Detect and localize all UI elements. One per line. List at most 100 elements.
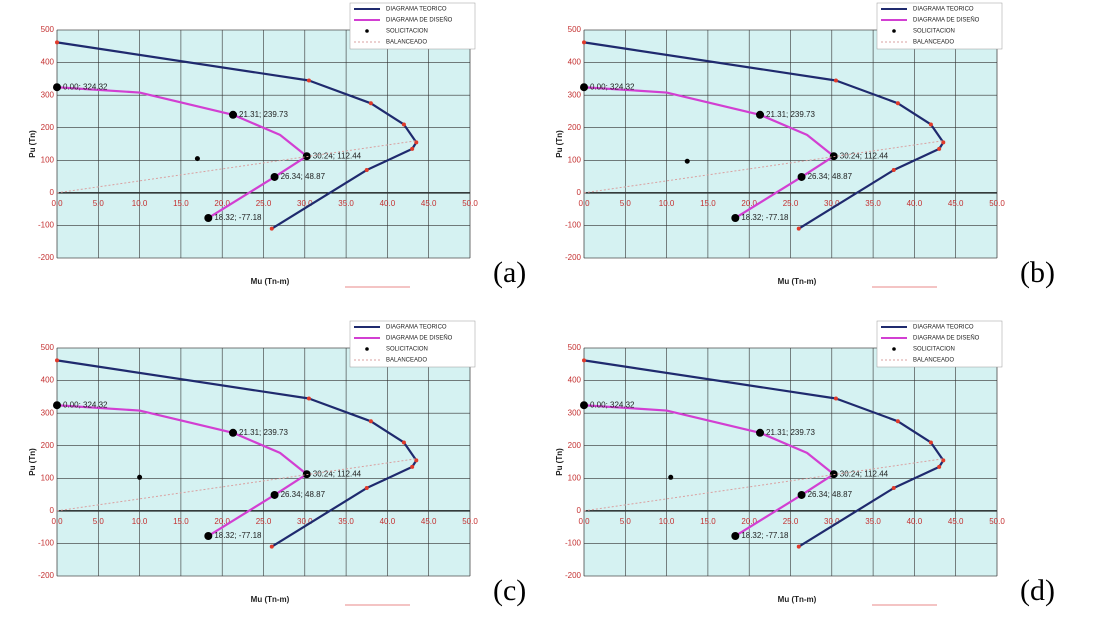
legend-label: BALANCEADO [386, 358, 427, 364]
y-tick-label: -200 [565, 571, 582, 580]
series-line [56, 359, 418, 548]
y-tick-label: 200 [41, 123, 55, 132]
x-tick-label: 25.0 [256, 199, 272, 208]
y-tick-label: -100 [565, 221, 582, 230]
marker [368, 101, 373, 106]
series-line [56, 41, 418, 230]
data-label: 21.31; 239.73 [239, 110, 288, 119]
marker [756, 110, 765, 119]
panel-label: (c) [493, 574, 526, 607]
legend-label: BALANCEADO [386, 40, 427, 46]
x-tick-label: 0.0 [51, 199, 63, 208]
x-tick-label: 10.0 [132, 517, 148, 526]
y-tick-label: 500 [568, 25, 582, 34]
data-label: 18.32; -77.18 [741, 213, 789, 222]
marker [895, 419, 900, 424]
panel-label: (d) [1020, 574, 1055, 607]
legend-swatch [892, 347, 896, 351]
data-label: 18.32; -77.18 [214, 213, 262, 222]
marker [582, 40, 586, 45]
x-tick-label: 50.0 [462, 199, 478, 208]
x-tick-label: 20.0 [214, 199, 230, 208]
x-tick-label: 0.0 [51, 517, 63, 526]
y-tick-label: 100 [568, 155, 582, 164]
marker [269, 544, 274, 549]
data-label: 0.00; 324.32 [590, 400, 635, 409]
x-tick-label: 50.0 [462, 517, 478, 526]
legend-swatch [892, 29, 896, 33]
marker [204, 213, 213, 222]
x-tick-label: 10.0 [659, 517, 675, 526]
x-tick-label: 45.0 [948, 517, 964, 526]
y-tick-label: -100 [38, 539, 55, 548]
legend-label: DIAGRAMA TEORICO [386, 325, 447, 331]
legend-label: DIAGRAMA TEORICO [913, 325, 974, 331]
legend-label: SOLICITACION [913, 347, 955, 353]
data-label: 0.00; 324.32 [63, 400, 108, 409]
y-tick-label: 0 [50, 506, 55, 515]
x-tick-label: 15.0 [173, 199, 189, 208]
data-label: 21.31; 239.73 [766, 110, 815, 119]
series-line [56, 140, 417, 194]
marker [55, 358, 59, 363]
data-label: 21.31; 239.73 [239, 428, 288, 437]
x-tick-label: 45.0 [948, 199, 964, 208]
y-tick-label: 300 [568, 408, 582, 417]
point [684, 158, 690, 164]
legend-label: DIAGRAMA TEORICO [913, 7, 974, 13]
y-tick-label: 100 [41, 155, 55, 164]
marker [306, 396, 311, 401]
y-axis-title: Pu (Tn) [28, 130, 37, 158]
x-axis-title: Mu (Tn-m) [251, 277, 290, 286]
point [137, 474, 143, 480]
x-tick-label: 35.0 [338, 517, 354, 526]
data-label: 0.00; 324.32 [63, 82, 108, 91]
data-label: 30.24; 112.44 [313, 469, 362, 478]
marker [731, 531, 740, 540]
x-tick-label: 40.0 [380, 199, 396, 208]
x-tick-label: 25.0 [783, 199, 799, 208]
marker [833, 396, 838, 401]
x-tick-label: 25.0 [783, 517, 799, 526]
marker [55, 40, 59, 45]
marker [401, 122, 406, 127]
panel-label: (b) [1020, 256, 1055, 289]
legend-box [349, 320, 476, 368]
x-axis-title: Mu (Tn-m) [778, 277, 817, 286]
point [668, 474, 674, 480]
x-tick-label: 50.0 [989, 517, 1005, 526]
x-tick-label: 35.0 [865, 199, 881, 208]
series-line [583, 458, 944, 512]
chart-panel: -200 -100 0 100 200 300 400 500 0.0 5.0 10.0 15.0 20… [555, 320, 1055, 607]
y-tick-label: 400 [568, 376, 582, 385]
y-tick-label: -100 [565, 539, 582, 548]
y-tick-label: 300 [41, 408, 55, 417]
y-tick-label: 400 [41, 58, 55, 67]
chart-panel: -200 -100 0 100 200 300 400 500 0.0 5.0 10.0 15.0 20… [28, 2, 526, 289]
point [194, 156, 200, 162]
y-tick-label: 0 [50, 188, 55, 197]
marker [582, 358, 586, 363]
marker [401, 440, 406, 445]
marker [928, 440, 933, 445]
x-axis-title: Mu (Tn-m) [778, 595, 817, 604]
legend-label: DIAGRAMA DE DISEÑO [913, 335, 980, 342]
marker [891, 486, 896, 491]
y-axis-title: Pu (Tn) [555, 448, 564, 476]
marker [364, 486, 369, 491]
x-tick-label: 40.0 [907, 517, 923, 526]
y-axis-title: Pu (Tn) [555, 130, 564, 158]
x-tick-label: 10.0 [659, 199, 675, 208]
marker [364, 168, 369, 173]
series-line [583, 359, 945, 548]
x-tick-label: 45.0 [421, 517, 437, 526]
marker [229, 428, 238, 437]
data-label: 26.34; 48.87 [808, 490, 853, 499]
x-tick-label: 5.0 [620, 199, 632, 208]
x-tick-label: 15.0 [700, 199, 716, 208]
x-tick-label: 25.0 [256, 517, 272, 526]
series-line [56, 458, 417, 512]
marker [410, 146, 415, 151]
marker [833, 78, 838, 83]
y-tick-label: -200 [38, 571, 55, 580]
